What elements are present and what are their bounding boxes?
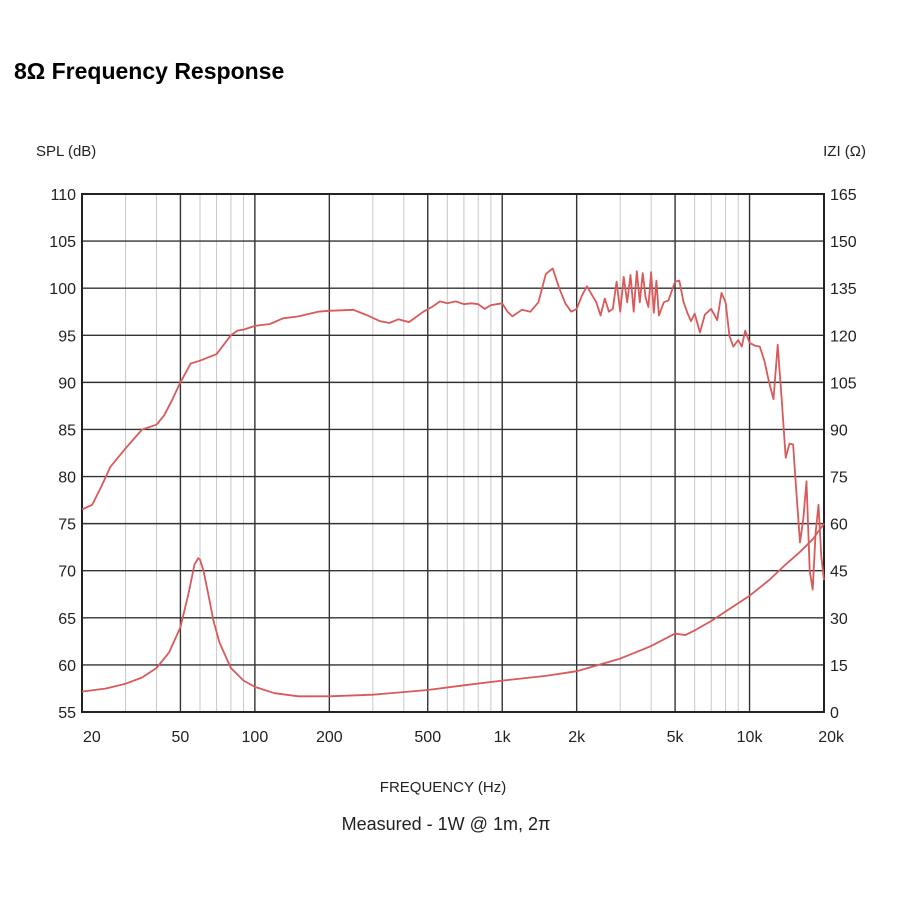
x-tick-label: 1k [494,729,512,746]
x-tick-label: 5k [667,729,685,746]
x-tick-label: 200 [316,729,343,746]
y-tick-left-label: 85 [58,422,76,439]
y-tick-right-label: 30 [830,611,848,628]
y-tick-right-label: 60 [830,517,848,534]
y-tick-right-label: 90 [830,422,848,439]
y-tick-left-label: 55 [58,705,76,722]
y-tick-left-label: 105 [49,234,76,251]
y-tick-right-label: 45 [830,564,848,581]
y-tick-right-label: 165 [830,187,857,204]
x-tick-label: 2k [568,729,586,746]
minor-grid [125,194,739,712]
y-tick-left-label: 90 [58,375,76,392]
x-tick-label: 500 [414,729,441,746]
y-tick-left-label: 70 [58,564,76,581]
y-axis-right-title: IZI (Ω) [823,143,866,160]
y-tick-left-label: 80 [58,470,76,487]
x-tick-label: 50 [172,729,190,746]
x-axis-ticks: 20 50 100 200 500 1k 2k 5k 10k 20k [83,729,845,746]
y-tick-right-label: 120 [830,328,857,345]
y-tick-left-label: 100 [49,281,76,298]
x-tick-label: 20 [83,729,101,746]
right-axis-ticks: 0 15 30 45 60 75 90 105 120 135 150 165 [830,187,857,722]
y-tick-left-label: 65 [58,611,76,628]
y-tick-left-label: 95 [58,328,76,345]
y-axis-left-title: SPL (dB) [36,143,96,160]
y-tick-left-label: 75 [58,517,76,534]
y-tick-right-label: 105 [830,375,857,392]
x-tick-label: 20k [818,729,845,746]
series-layer [81,267,825,698]
y-tick-right-label: 0 [830,705,839,722]
x-tick-label: 100 [242,729,269,746]
major-grid [81,193,825,713]
spl-curve [81,267,825,591]
x-axis-title: FREQUENCY (Hz) [380,779,506,796]
y-tick-right-label: 135 [830,281,857,298]
y-tick-left-label: 60 [58,658,76,675]
left-axis-ticks: 55 60 65 70 75 80 85 90 95 100 105 110 [49,187,76,722]
page-title: 8Ω Frequency Response [14,58,285,84]
impedance-curve [81,523,825,698]
y-tick-right-label: 15 [830,658,848,675]
y-tick-right-label: 75 [830,470,848,487]
y-tick-left-label: 110 [50,187,76,204]
measurement-caption: Measured - 1W @ 1m, 2π [342,814,551,834]
x-tick-label: 10k [737,729,764,746]
plot-frame [81,193,825,713]
y-tick-right-label: 150 [830,234,857,251]
